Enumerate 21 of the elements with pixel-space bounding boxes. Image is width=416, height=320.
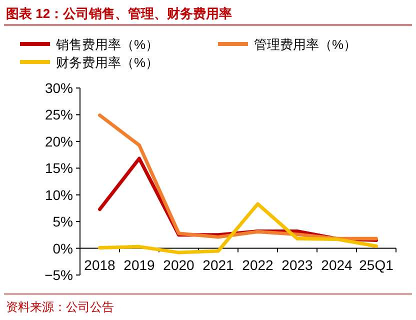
y-tick-label: 20% <box>44 133 73 150</box>
x-tick-label: 2023 <box>282 257 314 273</box>
x-tick-label: 2022 <box>242 257 274 273</box>
legend-label: 销售费用率（%） <box>55 37 159 52</box>
y-tick-label: −5% <box>44 267 73 283</box>
legend-label: 管理费用率（%） <box>254 37 357 52</box>
y-tick-label: 25% <box>44 106 73 123</box>
y-tick-label: 5% <box>52 214 73 230</box>
y-tick-label: 30% <box>44 80 73 96</box>
x-tick-label: 2021 <box>202 257 234 273</box>
x-tick-label: 2020 <box>163 257 195 273</box>
text: 资料来源：公司公告 <box>6 300 114 314</box>
x-tick-label: 2018 <box>84 257 116 273</box>
x-tick-label: 2024 <box>321 257 353 273</box>
y-tick-label: 0% <box>52 240 73 256</box>
y-tick-label: 10% <box>44 186 73 203</box>
x-tick-label: 25Q1 <box>359 257 394 273</box>
y-tick-label: 15% <box>44 160 73 176</box>
x-tick-label: 2019 <box>124 257 156 273</box>
legend-label: 财务费用率（%） <box>56 55 159 70</box>
title: 图表 12：公司销售、管理、财务费用率 <box>6 6 232 21</box>
